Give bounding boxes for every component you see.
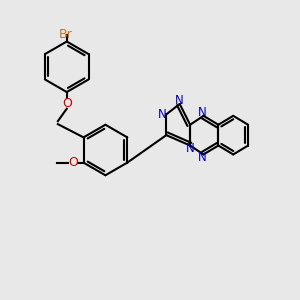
Text: Br: Br [58, 28, 72, 40]
Text: N: N [198, 151, 206, 164]
Text: N: N [158, 108, 166, 121]
Text: N: N [198, 106, 206, 119]
Text: N: N [175, 94, 184, 107]
Text: O: O [68, 156, 78, 169]
Text: O: O [62, 97, 72, 110]
Text: N: N [186, 142, 194, 155]
